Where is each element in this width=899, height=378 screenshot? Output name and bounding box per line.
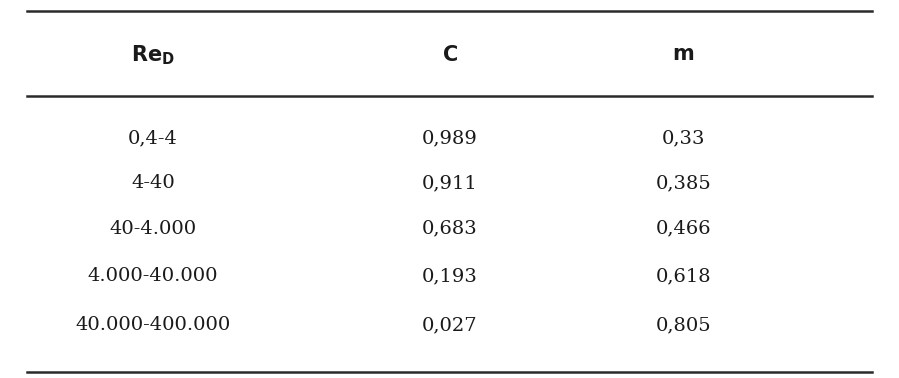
Text: $\mathbf{Re_D}$: $\mathbf{Re_D}$ bbox=[131, 43, 174, 67]
Text: 0,683: 0,683 bbox=[422, 220, 477, 238]
Text: 0,466: 0,466 bbox=[655, 220, 711, 238]
Text: 4-40: 4-40 bbox=[131, 174, 174, 192]
Text: 4.000-40.000: 4.000-40.000 bbox=[87, 267, 218, 285]
Text: $\mathbf{m}$: $\mathbf{m}$ bbox=[672, 45, 694, 64]
Text: 0,805: 0,805 bbox=[655, 316, 711, 334]
Text: 0,33: 0,33 bbox=[662, 129, 705, 147]
Text: 40.000-400.000: 40.000-400.000 bbox=[76, 316, 230, 334]
Text: 0,027: 0,027 bbox=[422, 316, 477, 334]
Text: 0,193: 0,193 bbox=[422, 267, 477, 285]
Text: $\mathbf{C}$: $\mathbf{C}$ bbox=[441, 45, 458, 65]
Text: 0,618: 0,618 bbox=[655, 267, 711, 285]
Text: 0,385: 0,385 bbox=[655, 174, 711, 192]
Text: 0,989: 0,989 bbox=[422, 129, 477, 147]
Text: 0,911: 0,911 bbox=[422, 174, 477, 192]
Text: 40-4.000: 40-4.000 bbox=[110, 220, 196, 238]
Text: 0,4-4: 0,4-4 bbox=[128, 129, 178, 147]
